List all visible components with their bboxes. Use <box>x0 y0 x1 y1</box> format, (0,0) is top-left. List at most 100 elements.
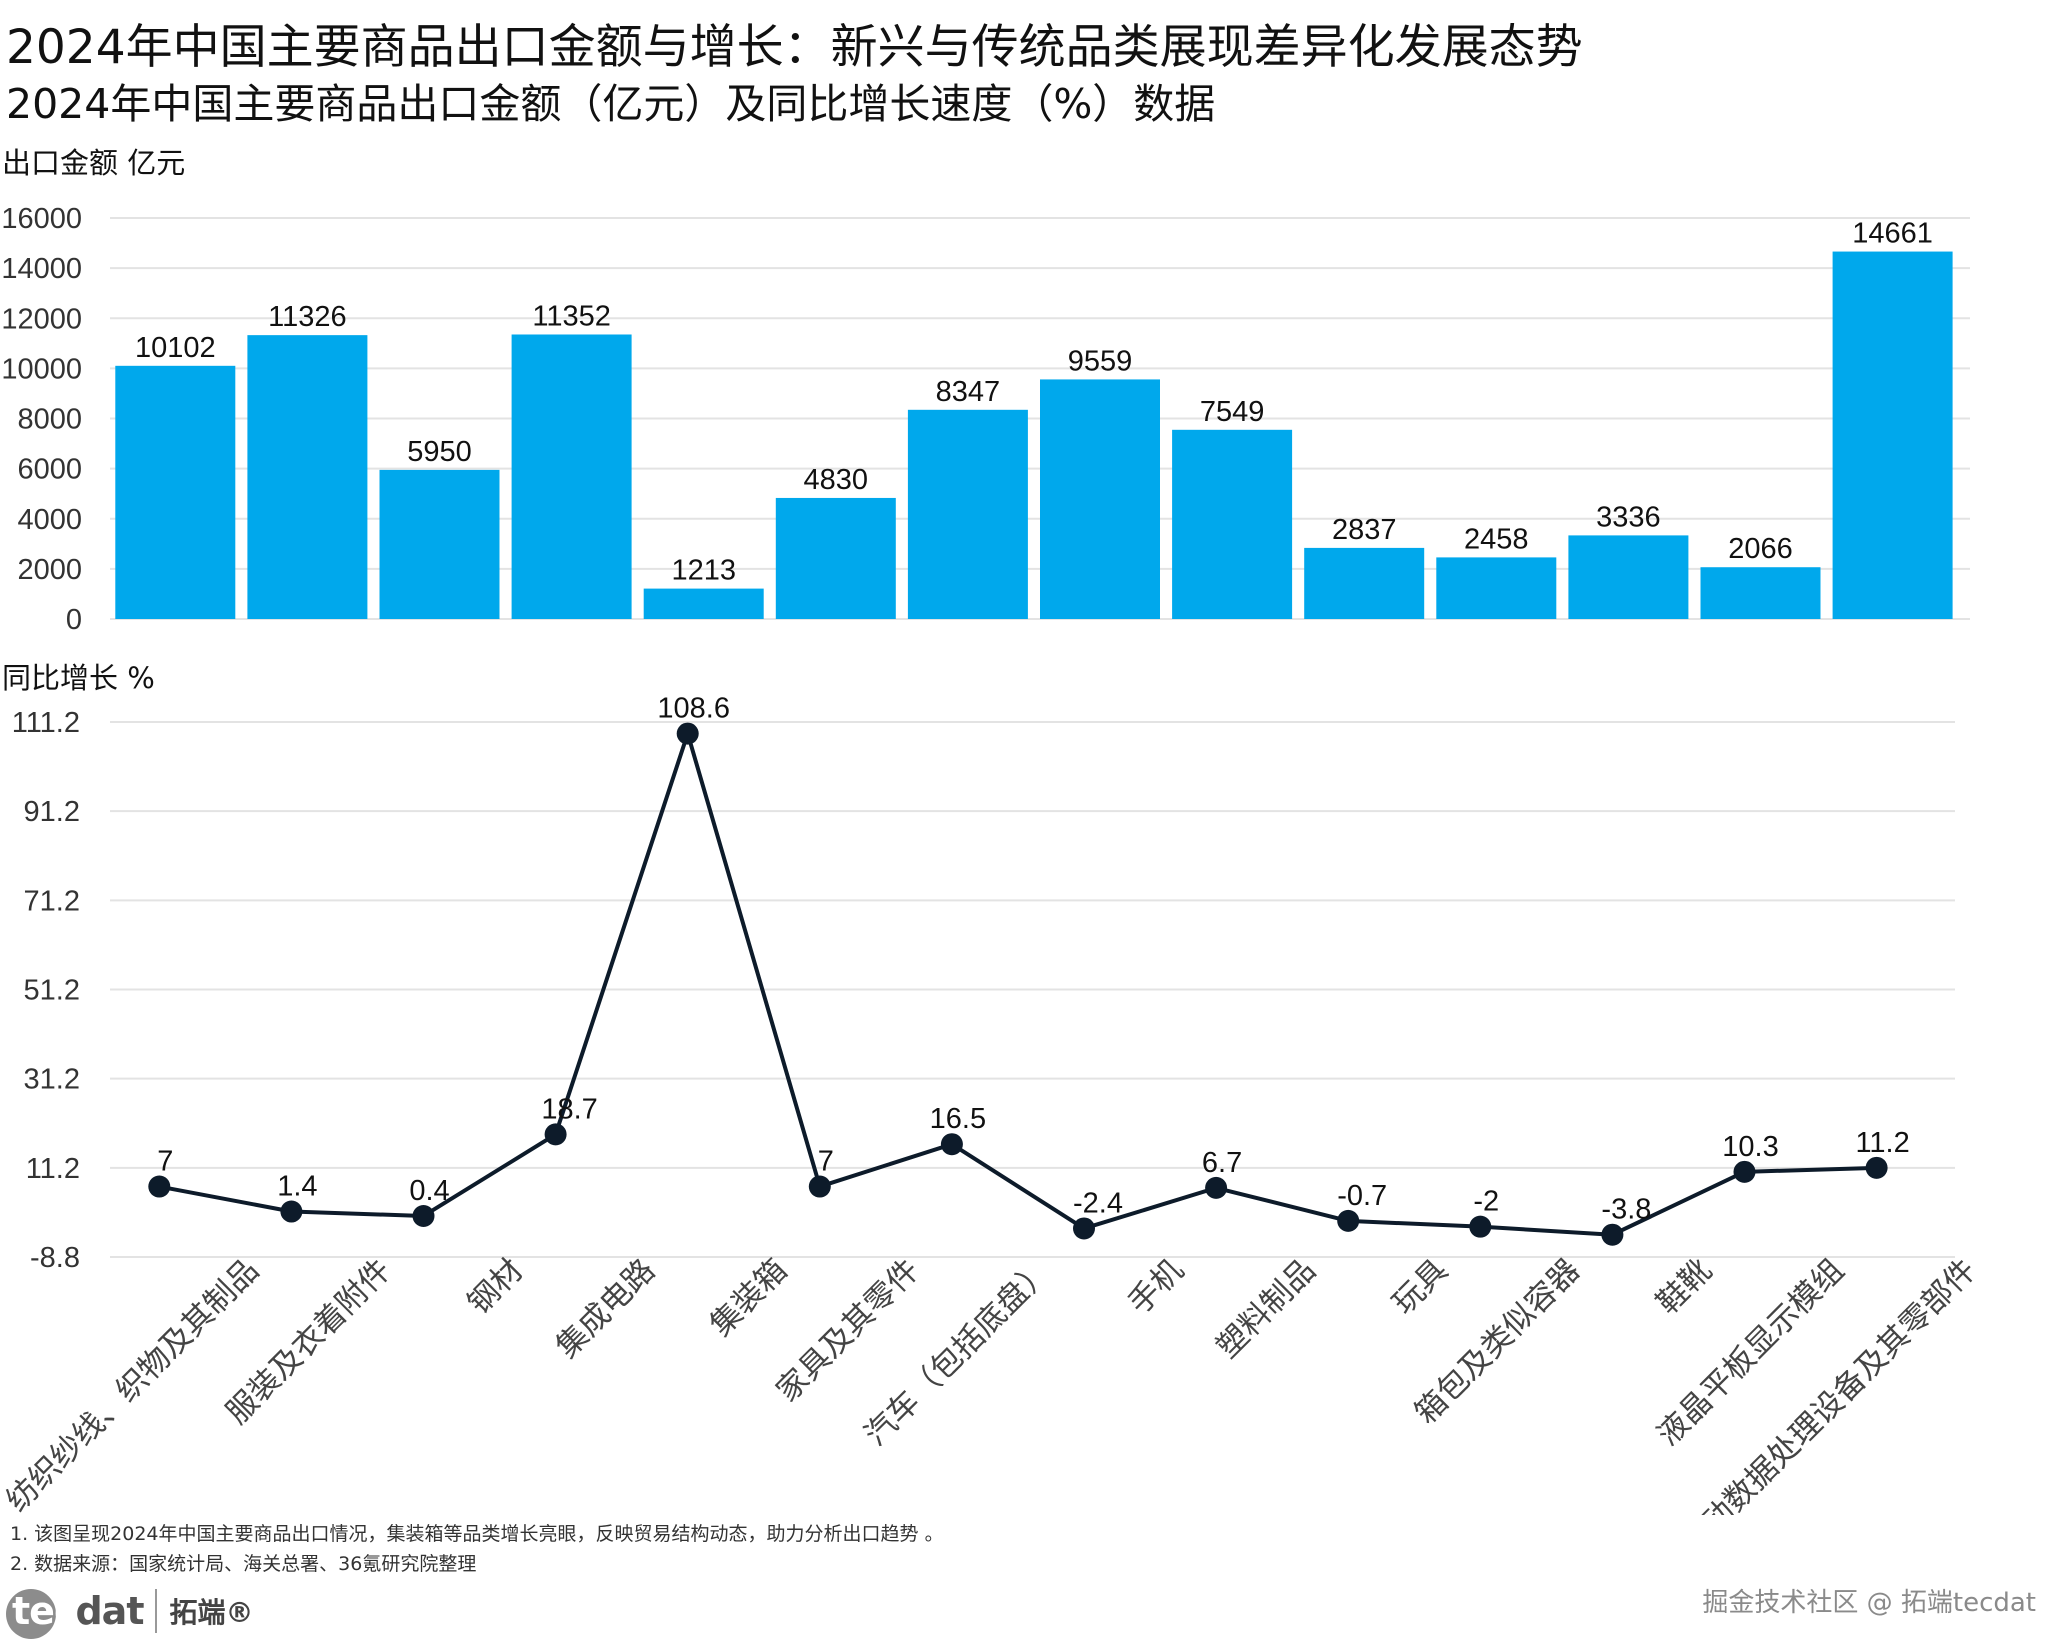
bar-value-label-8: 7549 <box>1200 396 1265 428</box>
bar-y-tick-label: 10000 <box>1 353 82 385</box>
growth-value-label-10: -2 <box>1473 1186 1499 1218</box>
bar-value-label-11: 3336 <box>1596 501 1661 533</box>
bar-value-label-9: 2837 <box>1332 514 1397 546</box>
bar-0 <box>115 365 236 619</box>
growth-value-label-6: 16.5 <box>930 1103 986 1135</box>
growth-value-label-2: 0.4 <box>409 1175 449 1207</box>
growth-point-8 <box>1205 1176 1228 1199</box>
growth-value-label-1: 1.4 <box>277 1171 317 1203</box>
line-series <box>148 722 1888 1246</box>
bar-9 <box>1304 547 1425 619</box>
bar-y-tick-label: 6000 <box>17 454 82 486</box>
bar-value-label-13: 14661 <box>1852 218 1933 250</box>
category-label-8: 塑料制品 <box>1210 1252 1323 1365</box>
line-gridlines <box>110 721 1955 1258</box>
line-y-tick-label: 111.2 <box>12 707 80 739</box>
bar-value-label-7: 9559 <box>1068 345 1133 377</box>
growth-line <box>158 731 1877 1237</box>
bar-3 <box>511 334 632 619</box>
growth-point-1 <box>280 1200 303 1223</box>
line-y-tick-label: 51.2 <box>24 975 80 1007</box>
bar-6 <box>907 409 1028 619</box>
growth-point-11 <box>1601 1223 1624 1246</box>
growth-value-label-12: 10.3 <box>1722 1131 1778 1163</box>
line-y-axis-title: 同比增长 % <box>2 661 155 695</box>
bar-y-tick-label: 8000 <box>17 404 82 436</box>
bar-y-axis-title: 出口金额 亿元 <box>2 146 186 180</box>
category-label-7: 手机 <box>1121 1252 1190 1321</box>
footnote-2: 2. 数据来源：国家统计局、海关总署、36氪研究院整理 <box>10 1553 477 1575</box>
category-label-0: 纺织纱线、织物及其制品 <box>0 1252 266 1515</box>
bar-data-labels: 10102 11326 5950 11352 1213 4830 8347 9559 7549 2… <box>135 218 1933 587</box>
bar-value-label-4: 1213 <box>671 555 736 587</box>
growth-point-9 <box>1337 1209 1360 1232</box>
bar-value-label-6: 8347 <box>936 376 1001 408</box>
growth-value-label-9: -0.7 <box>1337 1180 1387 1212</box>
bar-value-label-5: 4830 <box>804 464 869 496</box>
growth-value-label-13: 11.2 <box>1855 1127 1909 1159</box>
chart-subtitle: 2024年中国主要商品出口金额（亿元）及同比增长速度（%）数据 <box>6 80 1216 128</box>
category-label-11: 鞋靴 <box>1650 1252 1719 1321</box>
logo-text-first: tec <box>12 1589 76 1633</box>
logo-divider <box>155 1589 158 1633</box>
bar-y-tick-label: 16000 <box>1 203 82 235</box>
growth-value-label-11: -3.8 <box>1601 1194 1651 1226</box>
growth-value-label-3: 18.7 <box>541 1093 597 1125</box>
growth-value-label-7: -2.4 <box>1073 1187 1123 1219</box>
logo-text-rest: dat <box>75 1589 144 1633</box>
growth-point-12 <box>1733 1160 1756 1183</box>
bar-5 <box>775 497 896 619</box>
bar-y-tick-label: 12000 <box>1 303 82 335</box>
bar-y-tick-label: 2000 <box>17 554 82 586</box>
chart-canvas: 0 2000 4000 6000 8000 10000 12000 14000 16000 10… <box>0 203 1983 1515</box>
bar-8 <box>1172 429 1293 619</box>
bar-2 <box>379 469 500 619</box>
category-label-9: 玩具 <box>1386 1252 1455 1321</box>
growth-point-3 <box>544 1123 567 1146</box>
bar-1 <box>247 335 368 619</box>
bar-y-tick-label: 4000 <box>17 504 82 536</box>
bar-value-label-3: 11352 <box>532 300 611 332</box>
bar-4 <box>643 588 764 619</box>
bar-10 <box>1436 557 1557 619</box>
bar-7 <box>1040 379 1160 619</box>
bar-y-ticks: 0 2000 4000 6000 8000 10000 12000 14000 16000 <box>1 203 82 636</box>
bar-value-label-10: 2458 <box>1464 523 1529 555</box>
bar-value-label-2: 5950 <box>407 436 472 468</box>
watermark: 掘金技术社区 @ 拓端tecdat <box>1702 1588 2036 1618</box>
bar-12 <box>1700 567 1821 619</box>
growth-point-5 <box>808 1175 831 1198</box>
growth-value-label-5: 7 <box>818 1146 834 1178</box>
bar-13 <box>1832 251 1953 619</box>
growth-value-label-0: 7 <box>157 1146 173 1178</box>
category-label-3: 集成电路 <box>549 1252 662 1365</box>
growth-value-label-4: 108.6 <box>657 693 730 725</box>
growth-point-0 <box>148 1175 171 1198</box>
line-y-tick-label: 31.2 <box>24 1064 80 1096</box>
line-y-tick-label: 91.2 <box>24 796 80 828</box>
line-y-tick-label: 71.2 <box>24 885 80 917</box>
growth-point-2 <box>412 1204 435 1227</box>
growth-point-13 <box>1865 1156 1888 1179</box>
bar-value-label-1: 11326 <box>268 301 347 333</box>
growth-point-7 <box>1073 1217 1095 1240</box>
category-label-4: 集装箱 <box>703 1252 794 1343</box>
bar-value-label-12: 2066 <box>1728 533 1793 565</box>
footnotes: 1. 该图呈现2024年中国主要商品出口情况，集装箱等品类增长亮眼，反映贸易结构… <box>10 1519 944 1579</box>
logo-mark: tecdat <box>6 1585 144 1639</box>
tecdat-logo: tecdat 拓端® <box>6 1585 254 1639</box>
line-y-ticks: -8.8 11.2 31.2 51.2 71.2 91.2 111.2 <box>12 707 80 1274</box>
bar-11 <box>1568 535 1689 619</box>
bar-value-label-0: 10102 <box>135 332 216 364</box>
footnote-1: 1. 该图呈现2024年中国主要商品出口情况，集装箱等品类增长亮眼，反映贸易结构… <box>10 1523 944 1545</box>
bar-series <box>115 251 1953 619</box>
chart-title: 2024年中国主要商品出口金额与增长：新兴与传统品类展现差异化发展态势 <box>6 20 1583 75</box>
category-label-2: 钢材 <box>461 1252 530 1321</box>
bar-y-tick-label: 0 <box>66 604 82 636</box>
logo-cn-text: 拓端® <box>169 1596 254 1629</box>
growth-point-6 <box>940 1133 963 1156</box>
line-y-tick-label: -8.8 <box>30 1242 80 1274</box>
growth-point-10 <box>1469 1215 1492 1238</box>
bar-y-tick-label: 14000 <box>1 253 82 285</box>
